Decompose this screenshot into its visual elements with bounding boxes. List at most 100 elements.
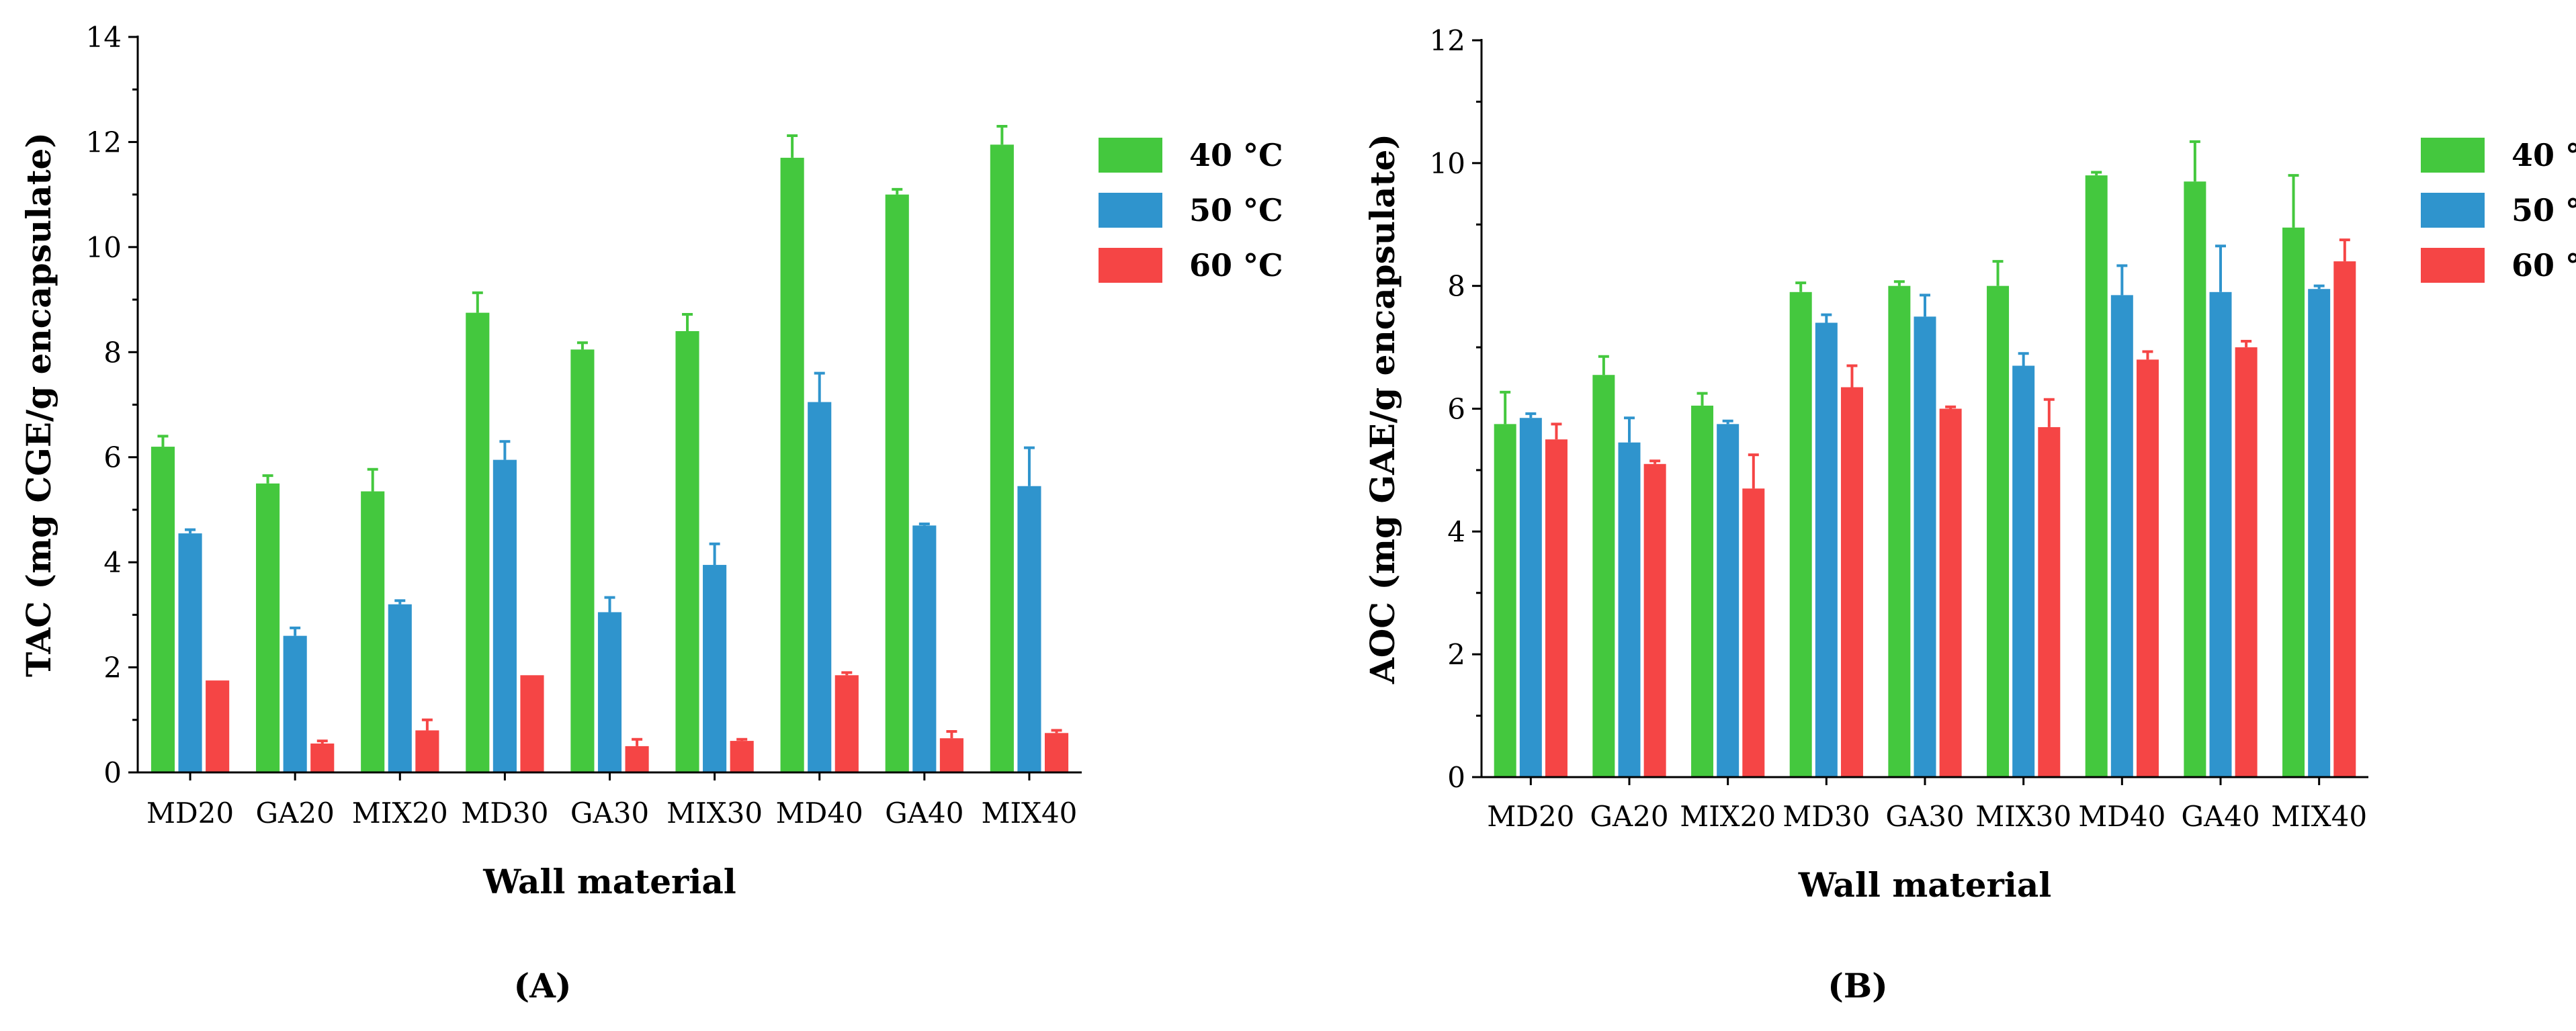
bar-ga20-s0	[256, 483, 280, 772]
y-tick-label: 0	[1447, 761, 1465, 794]
legend-swatch-s0	[1099, 138, 1162, 173]
bar-md30-s2	[1840, 387, 1863, 777]
bar-md40-s1	[2110, 295, 2133, 778]
bar-md30-s2	[520, 675, 544, 772]
y-tick-label: 14	[86, 21, 122, 54]
y-tick-label: 10	[1430, 147, 1465, 180]
bar-md20-s0	[1494, 424, 1516, 777]
bar-mix20-s2	[415, 730, 439, 772]
panel-a: 0 2 4 6 8 10 12 14 MD20 GA20 MIX20 MD30 GA30 MIX30 MD4…	[19, 21, 1283, 1005]
x-tick-label-ga40: GA40	[885, 797, 963, 830]
panel-b: 0 2 4 6 8 10 12 MD20 GA20 MIX20 MD30 GA30 MIX30 MD40 G…	[1363, 24, 2576, 1005]
y-tick-label: 8	[1447, 270, 1465, 303]
legend-label-s0: 40 °C	[1189, 137, 1283, 173]
x-tick-label-mix40: MIX40	[2271, 800, 2367, 833]
bar-ga40-s1	[912, 525, 937, 772]
y-tick-label: 2	[1447, 638, 1465, 671]
bar-ga40-s0	[2184, 181, 2206, 778]
x-tick-label-ga30: GA30	[570, 797, 649, 830]
bar-ga40-s0	[885, 194, 909, 773]
x-tick-label-mix30: MIX30	[667, 797, 763, 830]
bar-ga30-s0	[1888, 285, 1911, 778]
bar-mix30-s1	[2012, 365, 2035, 777]
bar-md20-s0	[151, 447, 175, 772]
y-tick-label: 12	[1430, 24, 1465, 57]
bar-mix20-s0	[361, 491, 385, 772]
panel-label: (B)	[1828, 966, 1888, 1005]
bar-ga20-s1	[283, 635, 307, 772]
legend-label-s0: 40 °C	[2511, 137, 2576, 173]
y-tick-label: 6	[1447, 393, 1465, 426]
bar-md40-s1	[808, 402, 832, 772]
bar-mix40-s1	[1017, 486, 1041, 772]
legend-swatch-s1	[1099, 193, 1162, 228]
legend-swatch-s2	[2421, 248, 2485, 283]
bar-mix40-s2	[2333, 261, 2356, 778]
bar-ga20-s2	[310, 743, 335, 772]
bar-ga40-s1	[2209, 292, 2232, 777]
legend-label-s1: 50 °C	[2511, 192, 2576, 228]
x-tick-label-ga30: GA30	[1885, 800, 1964, 833]
legend-swatch-s1	[2421, 193, 2485, 228]
x-tick-label-ga40: GA40	[2181, 800, 2260, 833]
x-tick-label-ga20: GA20	[1590, 800, 1668, 833]
x-axis-title: Wall material	[1798, 865, 2052, 905]
bar-mix20-s2	[1742, 488, 1765, 777]
y-tick-label: 4	[103, 546, 122, 579]
legend-swatch-s0	[2421, 138, 2485, 173]
bar-md40-s0	[780, 157, 804, 773]
bar-md20-s2	[1545, 439, 1568, 777]
x-tick-label-md30: MD30	[461, 797, 548, 830]
y-tick-label: 8	[103, 336, 122, 369]
bar-mix40-s0	[990, 144, 1014, 772]
x-tick-label-mix20: MIX20	[352, 797, 448, 830]
bar-ga20-s1	[1618, 442, 1641, 777]
bar-ga30-s1	[1914, 316, 1936, 777]
bar-mix20-s1	[1717, 424, 1740, 777]
bar-mix30-s2	[2038, 427, 2061, 777]
x-tick-label-mix20: MIX20	[1680, 800, 1776, 833]
x-tick-label-md20: MD20	[1487, 800, 1574, 833]
y-tick-label: 2	[103, 652, 122, 684]
bar-ga30-s2	[625, 746, 649, 772]
x-axis-title: Wall material	[482, 862, 736, 901]
legend-label-s2: 60 °C	[1189, 247, 1283, 283]
y-tick-label: 0	[103, 756, 122, 789]
bar-ga30-s0	[570, 349, 595, 772]
bar-md40-s2	[2136, 359, 2159, 777]
bar-md30-s0	[1789, 292, 1812, 777]
bar-mix30-s2	[730, 741, 754, 772]
bar-md20-s1	[178, 533, 202, 772]
bar-md30-s1	[492, 459, 517, 772]
legend-label-s1: 50 °C	[1189, 192, 1283, 228]
bar-md20-s2	[206, 680, 230, 772]
bar-ga20-s2	[1643, 463, 1666, 777]
y-tick-label: 10	[86, 231, 122, 264]
bar-ga20-s0	[1592, 375, 1615, 777]
panel-label: (A)	[513, 966, 571, 1005]
bar-ga30-s1	[597, 612, 622, 772]
x-tick-label-md30: MD30	[1783, 800, 1870, 833]
bar-md30-s0	[466, 312, 490, 772]
bar-mix20-s1	[388, 604, 412, 772]
x-tick-label-mix40: MIX40	[981, 797, 1077, 830]
legend-label-s2: 60 °C	[2511, 247, 2576, 283]
bar-mix40-s0	[2282, 227, 2305, 778]
bar-mix20-s0	[1691, 405, 1714, 777]
y-tick-label: 4	[1447, 515, 1465, 548]
bar-md20-s1	[1519, 418, 1542, 777]
x-tick-label-md20: MD20	[146, 797, 234, 830]
x-tick-label-mix30: MIX30	[1975, 800, 2071, 833]
x-tick-label-md40: MD40	[776, 797, 863, 830]
y-axis-title: AOC (mg GAE/g encapsulate)	[1363, 134, 1402, 684]
bar-mix40-s1	[2308, 289, 2331, 777]
bar-ga40-s2	[939, 738, 963, 772]
bar-md30-s1	[1815, 322, 1838, 777]
bar-mix30-s0	[1987, 285, 2010, 778]
x-tick-label-ga20: GA20	[256, 797, 335, 830]
bar-ga40-s2	[2235, 347, 2258, 777]
bar-ga30-s2	[1939, 408, 1962, 777]
bar-mix30-s0	[675, 331, 699, 772]
bar-mix30-s1	[703, 565, 727, 772]
